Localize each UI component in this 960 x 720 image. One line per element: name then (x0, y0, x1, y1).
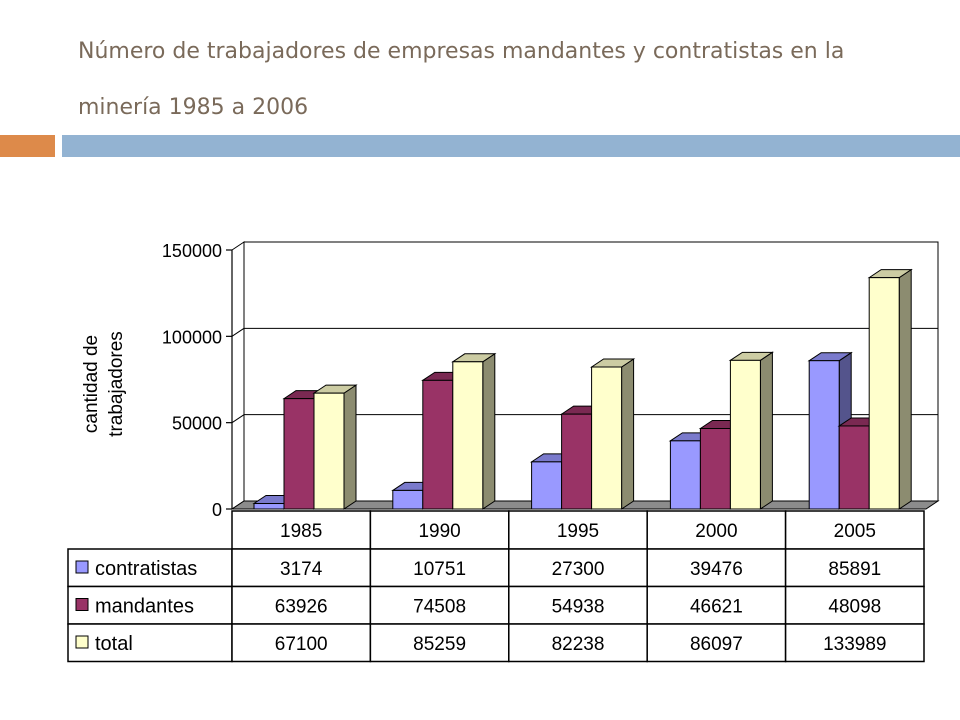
table-cell-value: 86097 (690, 634, 743, 655)
bar-side-total-2000 (759, 351, 773, 510)
bar-total-2005 (868, 277, 900, 510)
y-tick-label: 50000 (172, 414, 222, 434)
bars (252, 268, 913, 510)
table-cell-value: 54938 (552, 597, 605, 618)
bar-contratistas-2000 (669, 440, 701, 510)
y-axis-label-line: cantidad de (81, 335, 102, 433)
accent-bar-orange (0, 135, 55, 157)
table-cell (784, 548, 925, 588)
y-tick-label: 0 (212, 500, 222, 520)
table-cell-value: 67100 (275, 634, 328, 655)
table-cell (784, 623, 925, 663)
bar-mandantes-1995 (561, 413, 593, 510)
bar-contratistas-1985 (253, 503, 285, 510)
bar-total-1985 (313, 392, 345, 510)
table-cell (646, 585, 787, 625)
table-cell-value: 3174 (280, 559, 323, 580)
table-cell-value: 82238 (552, 634, 605, 655)
table-cell-value: 63926 (275, 597, 328, 618)
table-cell (508, 548, 648, 588)
x-category-label: 2000 (695, 521, 737, 542)
bar-mandantes-1985 (283, 398, 315, 510)
table-cell (369, 585, 510, 625)
table-cell (231, 548, 372, 588)
x-category-label: 1985 (280, 521, 322, 542)
table-cell (231, 623, 372, 663)
plot-side-wall (231, 241, 245, 510)
bar-side-total-1990 (482, 352, 496, 510)
bar-mandantes-1990 (422, 379, 454, 510)
table-cell-value: 10751 (413, 559, 466, 580)
legend-label-contratistas: contratistas (95, 558, 197, 580)
y-axis: 0 50000 100000 150000 (162, 241, 233, 520)
table-cell (784, 585, 925, 625)
bar-contratistas-1990 (392, 489, 424, 510)
table-header-cell (508, 510, 648, 550)
bar-contratistas-1995 (531, 461, 563, 510)
x-category-label: 1990 (418, 521, 460, 542)
table-cell-value: 133989 (823, 634, 886, 655)
table-cell-value: 74508 (413, 597, 466, 618)
bar-mandantes-2005 (838, 425, 870, 510)
table-header-cell (231, 510, 372, 550)
bar-mandantes-2000 (699, 428, 731, 510)
table-cell-value: 48098 (828, 597, 881, 618)
y-axis-label: cantidad de trabajadores (81, 331, 127, 437)
legend-label-total: total (95, 633, 133, 655)
table-cell-value: 46621 (690, 597, 743, 618)
y-tick-label: 150000 (162, 241, 222, 261)
slide-title: Número de trabajadores de empresas manda… (78, 39, 845, 120)
legend-cell (67, 548, 233, 588)
legend-cell (67, 585, 233, 625)
y-tick-label: 100000 (162, 327, 222, 347)
legend-swatch-contratistas (75, 560, 89, 574)
legend-label-mandantes: mandantes (95, 596, 194, 618)
bar-side-total-2005 (898, 268, 912, 510)
legend-swatch-mandantes (75, 598, 89, 611)
table-cell-value: 27300 (552, 559, 605, 580)
table-cell-value: 39476 (690, 559, 743, 580)
bar-total-2000 (729, 359, 761, 510)
bar-side-total-1985 (343, 384, 357, 510)
gridline-depth (231, 327, 245, 337)
table-cell (508, 623, 648, 663)
data-table: 1985 1990 1995 2000 2005 contratistas 3174 1075… (67, 510, 925, 663)
table-cell-value: 85259 (413, 634, 466, 655)
bar-total-1990 (452, 361, 484, 510)
table-cell (646, 623, 787, 663)
x-category-label: 2005 (834, 521, 876, 542)
table-cell (646, 548, 787, 588)
y-axis-label-line: trabajadores (106, 331, 127, 437)
bar-total-1995 (591, 366, 623, 510)
accent-bar-blue (62, 135, 960, 157)
bar-contratistas-2005 (808, 360, 840, 510)
gridline-depth (231, 414, 245, 424)
table-cell (369, 548, 510, 588)
legend-cell (67, 623, 233, 663)
legend-swatch-total (75, 635, 89, 649)
table-cell-value: 85891 (828, 559, 881, 580)
table-header-cell (369, 510, 510, 550)
bar-side-total-1995 (621, 358, 635, 510)
x-category-label: 1995 (557, 521, 599, 542)
